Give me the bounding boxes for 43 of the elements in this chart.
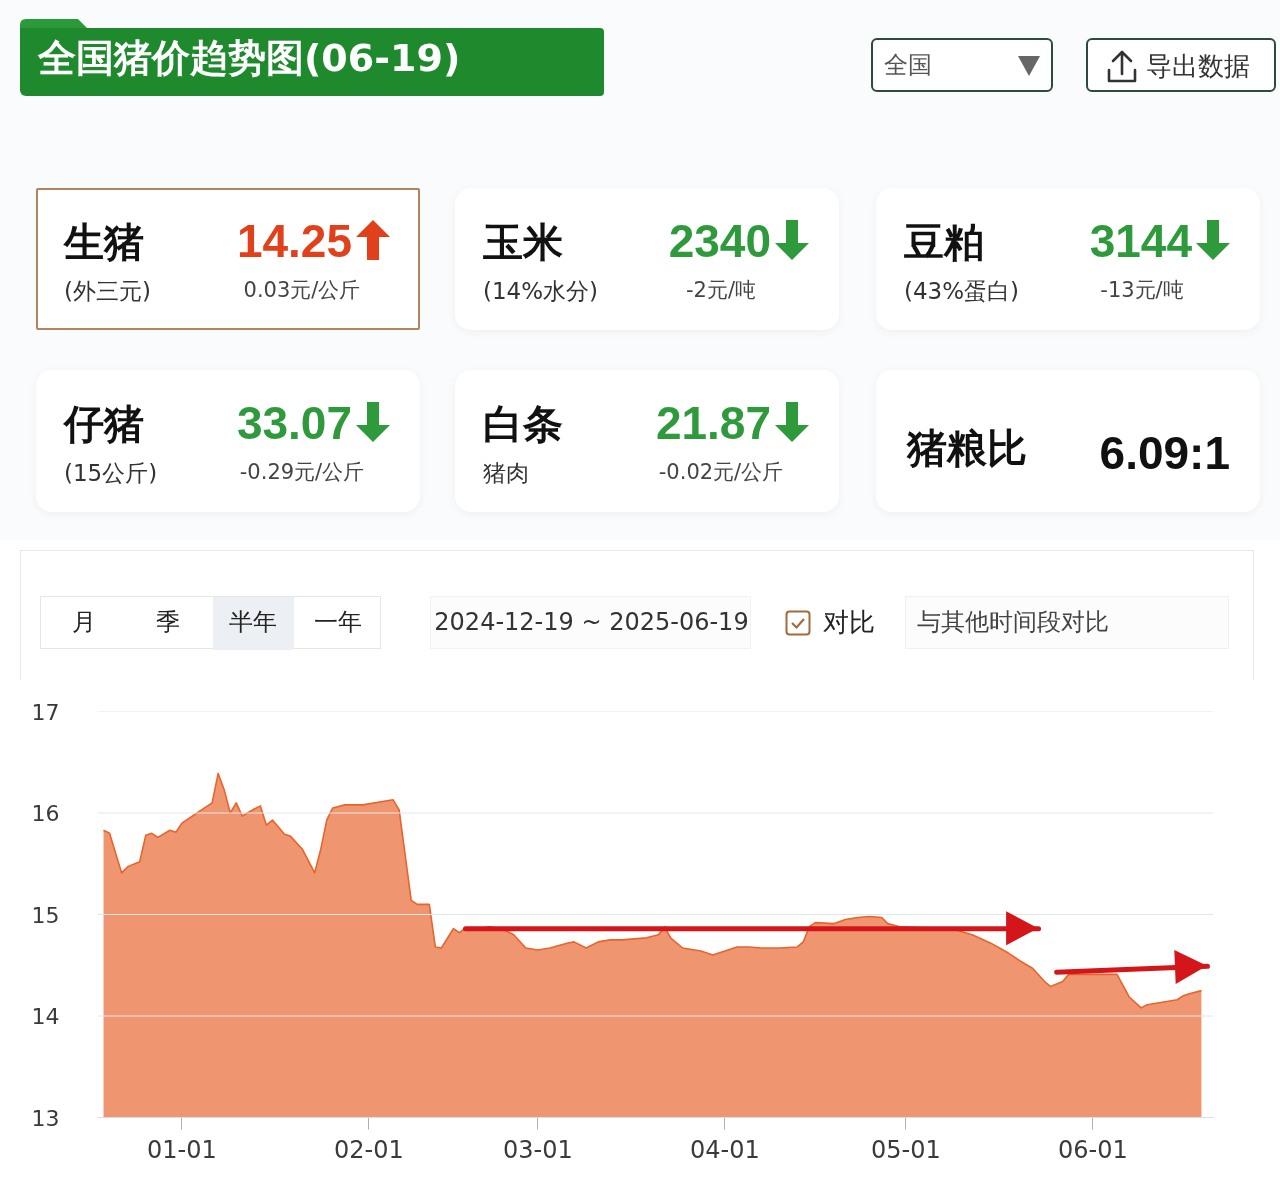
text: 豆粕 bbox=[904, 219, 984, 265]
x-tick-label: 02-01 bbox=[334, 1135, 404, 1164]
y-tick-label: 13 bbox=[31, 1105, 60, 1131]
text: 21.87 bbox=[655, 397, 771, 449]
text: -13元/吨 bbox=[1099, 278, 1185, 302]
text: 玉米 bbox=[483, 219, 563, 265]
x-tick-label: 04-01 bbox=[690, 1135, 760, 1164]
text: (43%蛋白) bbox=[904, 278, 1020, 304]
text: 猪粮比 bbox=[907, 425, 1027, 471]
text: 导出数据 bbox=[1146, 51, 1250, 81]
x-tick-label: 01-01 bbox=[147, 1135, 217, 1164]
text: 半年 bbox=[228, 608, 278, 636]
text: 季 bbox=[155, 608, 181, 636]
text: 33.07 bbox=[236, 397, 352, 449]
text: (15公斤) bbox=[64, 460, 158, 486]
text: 月 bbox=[71, 608, 97, 636]
text: (14%水分) bbox=[483, 278, 599, 304]
y-tick-label: 16 bbox=[31, 801, 60, 826]
text: (外三元) bbox=[64, 278, 151, 304]
text: -2元/吨 bbox=[685, 278, 757, 302]
text: -0.29元/公斤 bbox=[238, 460, 366, 484]
x-tick-label: 03-01 bbox=[503, 1135, 573, 1164]
text: 14.25 bbox=[236, 215, 352, 267]
x-tick-label: 05-01 bbox=[870, 1135, 941, 1164]
text: 3144 bbox=[1089, 215, 1192, 267]
text: 与其他时间段对比 bbox=[917, 608, 1109, 636]
text: 2340 bbox=[668, 215, 771, 267]
text: 全国 bbox=[884, 51, 932, 79]
y-tick-label: 15 bbox=[31, 902, 60, 928]
text: 全国猪价趋势图(06-19) bbox=[38, 36, 461, 80]
text: -0.02元/公斤 bbox=[657, 460, 785, 484]
y-tick-label: 14 bbox=[31, 1004, 60, 1029]
y-tick-label: 17 bbox=[31, 699, 60, 725]
text: 0.03元/公斤 bbox=[242, 278, 362, 302]
text: 一年 bbox=[313, 608, 363, 636]
text: 仔猪 bbox=[64, 401, 144, 447]
text: 对比 bbox=[823, 607, 875, 637]
text: 6.09:1 bbox=[1099, 427, 1230, 479]
text: 白条 bbox=[483, 401, 563, 447]
text: 生猪 bbox=[64, 219, 144, 265]
text: 猪肉 bbox=[483, 460, 529, 486]
text: 2024-12-19 ~ 2025-06-19 bbox=[433, 608, 750, 636]
x-tick-label: 06-01 bbox=[1057, 1135, 1128, 1164]
